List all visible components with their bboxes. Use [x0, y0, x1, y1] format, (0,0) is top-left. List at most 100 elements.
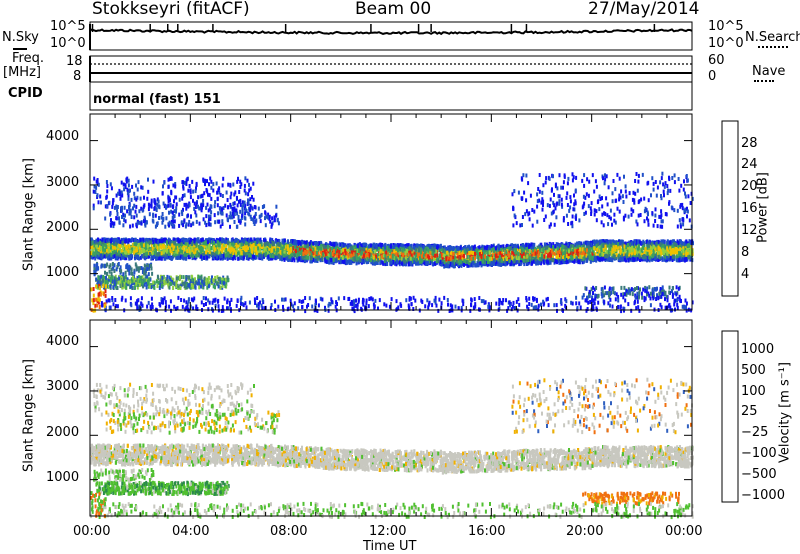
power-point — [446, 260, 449, 264]
noise-panel-frame — [89, 21, 693, 51]
nave-legend-line — [754, 80, 774, 82]
power-point — [690, 245, 692, 250]
power-point — [466, 262, 469, 267]
power-point — [329, 241, 332, 246]
power-point — [248, 249, 251, 254]
freq-panel-frame — [89, 55, 693, 83]
power-point — [151, 251, 154, 256]
power-point — [381, 243, 384, 247]
power-point — [457, 254, 459, 259]
power-point — [238, 256, 241, 261]
power-point — [563, 260, 565, 265]
velocity-cbar-tick-500: 500 — [741, 363, 766, 378]
power-point — [383, 251, 386, 256]
power-point — [189, 253, 192, 258]
power-cbar-tick-24: 24 — [741, 157, 758, 172]
power-point — [108, 254, 111, 259]
cpid-value: normal (fast) 151 — [93, 92, 221, 107]
power-point — [530, 252, 533, 257]
power-point — [552, 249, 555, 254]
power-point — [431, 251, 434, 255]
power-point — [237, 256, 240, 261]
power-point — [632, 252, 634, 257]
power-point — [271, 248, 274, 253]
power-point — [136, 251, 139, 256]
power-point — [355, 261, 358, 266]
velocity-cbar-tick-neg100: −100 — [741, 446, 777, 461]
noise-sky-label: N.Sky — [2, 30, 39, 45]
velocity-cbar-tick-neg500: −500 — [741, 467, 777, 482]
power-point — [189, 246, 192, 251]
power-point — [250, 255, 253, 260]
xtick-2000: 20:00 — [566, 524, 604, 539]
power-point — [241, 245, 244, 249]
power-point — [90, 245, 93, 250]
power-point — [284, 242, 287, 247]
power-point — [427, 243, 430, 248]
time-axis-label: Time UT — [363, 539, 417, 554]
power-point — [354, 245, 357, 250]
noise-right-tick-top: 10^5 — [708, 19, 744, 34]
power-point — [145, 237, 148, 242]
power-point — [469, 263, 472, 268]
power-point — [255, 255, 258, 260]
velocity-ytick-2000: 2000 — [46, 425, 80, 440]
power-cbar-tick-20: 20 — [741, 179, 758, 194]
power-point — [374, 249, 377, 254]
power-point — [372, 250, 375, 255]
nave-label: Nave — [752, 64, 786, 79]
power-point — [266, 245, 269, 250]
power-point — [634, 244, 637, 249]
power-point — [134, 253, 137, 257]
power-point — [415, 243, 418, 248]
power-ytick-2000: 2000 — [46, 220, 80, 235]
power-point — [269, 241, 272, 246]
power-point — [287, 244, 290, 249]
power-point — [279, 256, 282, 261]
power-cbar-tick-8: 8 — [741, 245, 750, 260]
power-point — [228, 245, 230, 250]
power-point — [552, 242, 555, 247]
power-point — [243, 241, 246, 246]
noise-search-legend-line — [758, 46, 788, 48]
power-point — [458, 251, 461, 255]
power-point — [377, 246, 380, 251]
power-point — [144, 242, 147, 247]
velocity-ytick-1000: 1000 — [46, 470, 80, 485]
power-point — [529, 256, 532, 261]
power-point — [266, 242, 269, 247]
cpid-panel-frame — [89, 81, 693, 111]
power-point — [133, 250, 136, 255]
power-point — [238, 240, 241, 245]
power-point — [642, 239, 645, 244]
power-point — [517, 245, 520, 250]
power-point — [128, 238, 131, 243]
power-point — [509, 246, 512, 251]
power-point — [552, 245, 555, 249]
power-point — [110, 256, 113, 261]
power-point — [234, 242, 237, 247]
power-point — [518, 262, 521, 267]
power-point — [379, 249, 382, 254]
freq-unit-label: [MHz] — [3, 65, 41, 80]
power-point — [283, 238, 286, 243]
power-point — [589, 259, 592, 264]
xtick-1600: 16:00 — [468, 524, 506, 539]
station-title: Stokkseyri (fitACF) — [92, 0, 250, 19]
power-point — [347, 247, 350, 252]
power-point — [232, 244, 234, 249]
power-point — [221, 239, 224, 244]
power-point — [107, 252, 110, 257]
power-cbar-tick-4: 4 — [741, 267, 750, 282]
power-point — [589, 248, 592, 253]
power-point — [366, 249, 369, 254]
power-point — [474, 263, 477, 268]
power-point — [639, 240, 642, 245]
power-point — [457, 248, 460, 253]
power-point — [458, 246, 461, 251]
power-point — [619, 248, 622, 253]
power-point — [443, 264, 446, 269]
power-ytick-1000: 1000 — [46, 265, 80, 280]
power-point — [341, 259, 344, 264]
